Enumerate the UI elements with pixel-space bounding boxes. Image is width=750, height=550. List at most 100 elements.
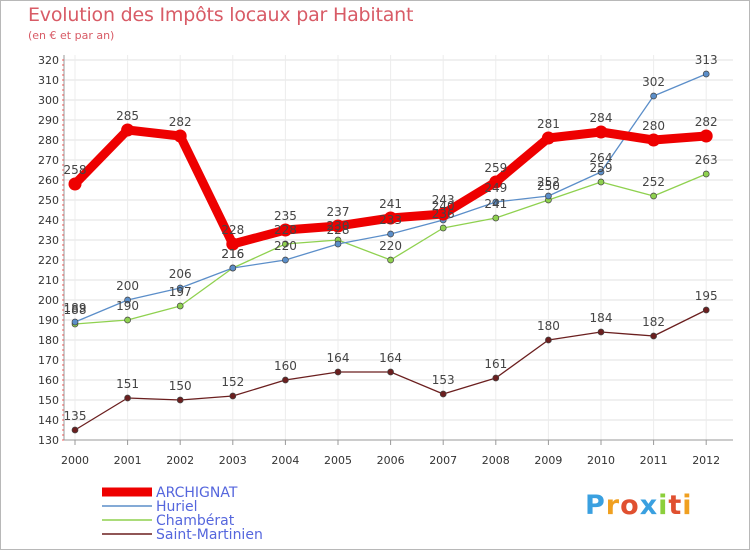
data-point [545, 192, 552, 200]
data-point [124, 316, 131, 324]
data-label: 151 [116, 377, 139, 391]
data-point [597, 178, 605, 186]
y-tick-label: 150 [38, 394, 59, 407]
data-label: 189 [64, 301, 87, 315]
y-tick-label: 290 [38, 114, 59, 127]
data-label: 230 [327, 219, 350, 233]
data-label: 235 [274, 209, 297, 223]
x-tick-label: 2002 [166, 454, 194, 467]
data-point [226, 237, 240, 251]
data-label: 216 [221, 247, 244, 261]
y-tick-label: 190 [38, 314, 59, 327]
y-tick-label: 270 [38, 154, 59, 167]
data-label: 249 [484, 181, 507, 195]
data-point [71, 426, 79, 434]
y-tick-label: 230 [38, 234, 59, 247]
data-point [702, 70, 710, 78]
data-point [541, 131, 555, 145]
data-label: 228 [274, 223, 297, 237]
y-tick-label: 280 [38, 134, 59, 147]
data-point [597, 328, 605, 336]
y-tick-label: 220 [38, 254, 59, 267]
data-label: 282 [695, 115, 718, 129]
data-point [650, 332, 657, 340]
y-tick-label: 160 [38, 374, 59, 387]
data-label: 282 [169, 115, 192, 129]
data-point [282, 376, 289, 384]
data-label: 259 [484, 161, 507, 175]
data-point [387, 230, 394, 238]
data-label: 313 [695, 53, 718, 67]
legend-label: Saint-Martinien [156, 527, 263, 543]
data-label: 236 [432, 207, 455, 221]
data-point [173, 129, 187, 143]
y-tick-label: 140 [38, 414, 59, 427]
data-point [176, 284, 184, 292]
data-label: 228 [327, 223, 350, 237]
data-label: 152 [221, 375, 244, 389]
data-point [650, 92, 657, 100]
data-label: 241 [484, 197, 507, 211]
data-point [439, 390, 447, 398]
x-tick-label: 2000 [61, 454, 89, 467]
data-label: 264 [590, 151, 613, 165]
data-label: 250 [537, 179, 560, 193]
data-label: 280 [642, 119, 665, 133]
data-point [334, 368, 342, 376]
data-point [699, 129, 713, 143]
data-label: 228 [221, 223, 244, 237]
legend-label: Chambérat [156, 513, 235, 529]
data-label: 206 [169, 267, 192, 281]
data-point [121, 123, 135, 137]
data-point [597, 168, 605, 176]
y-tick-label: 260 [38, 174, 59, 187]
y-tick-label: 180 [38, 334, 59, 347]
data-label: 281 [537, 117, 560, 131]
data-point [71, 318, 79, 326]
y-tick-label: 200 [38, 294, 59, 307]
data-point [176, 396, 184, 404]
data-point [278, 223, 292, 237]
y-tick-label: 310 [38, 74, 59, 87]
data-label: 150 [169, 379, 192, 393]
data-point [492, 374, 500, 382]
y-tick-label: 320 [38, 54, 59, 67]
data-label: 164 [327, 351, 350, 365]
data-label: 259 [590, 161, 613, 175]
data-point [229, 392, 237, 400]
data-point [594, 125, 608, 139]
data-point [334, 240, 342, 248]
data-label: 263 [695, 153, 718, 167]
x-tick-label: 2005 [324, 454, 352, 467]
data-label: 161 [484, 357, 507, 371]
data-point [387, 256, 394, 264]
x-tick-label: 2008 [482, 454, 510, 467]
data-label: 135 [64, 409, 87, 423]
x-tick-label: 2004 [271, 454, 299, 467]
data-point [68, 177, 82, 191]
data-label: 197 [169, 285, 192, 299]
data-label: 182 [642, 315, 665, 329]
data-label: 285 [116, 109, 139, 123]
data-point [545, 336, 552, 344]
legend-label: ARCHIGNAT [156, 485, 238, 501]
data-label: 302 [642, 75, 665, 89]
y-tick-label: 130 [38, 434, 59, 447]
chart-title: Evolution des Impôts locaux par Habitant [28, 4, 414, 26]
data-point [124, 394, 131, 402]
data-point [331, 219, 345, 233]
data-point [384, 211, 398, 225]
data-label: 160 [274, 359, 297, 373]
data-label: 190 [116, 299, 139, 313]
data-point [489, 175, 503, 189]
y-tick-label: 250 [38, 194, 59, 207]
data-point [282, 256, 289, 264]
legend-label: Huriel [156, 499, 198, 515]
data-point [650, 192, 657, 200]
y-tick-label: 240 [38, 214, 59, 227]
data-label: 284 [590, 111, 613, 125]
data-label: 216 [221, 247, 244, 261]
y-tick-label: 210 [38, 274, 59, 287]
data-label: 184 [590, 311, 613, 325]
